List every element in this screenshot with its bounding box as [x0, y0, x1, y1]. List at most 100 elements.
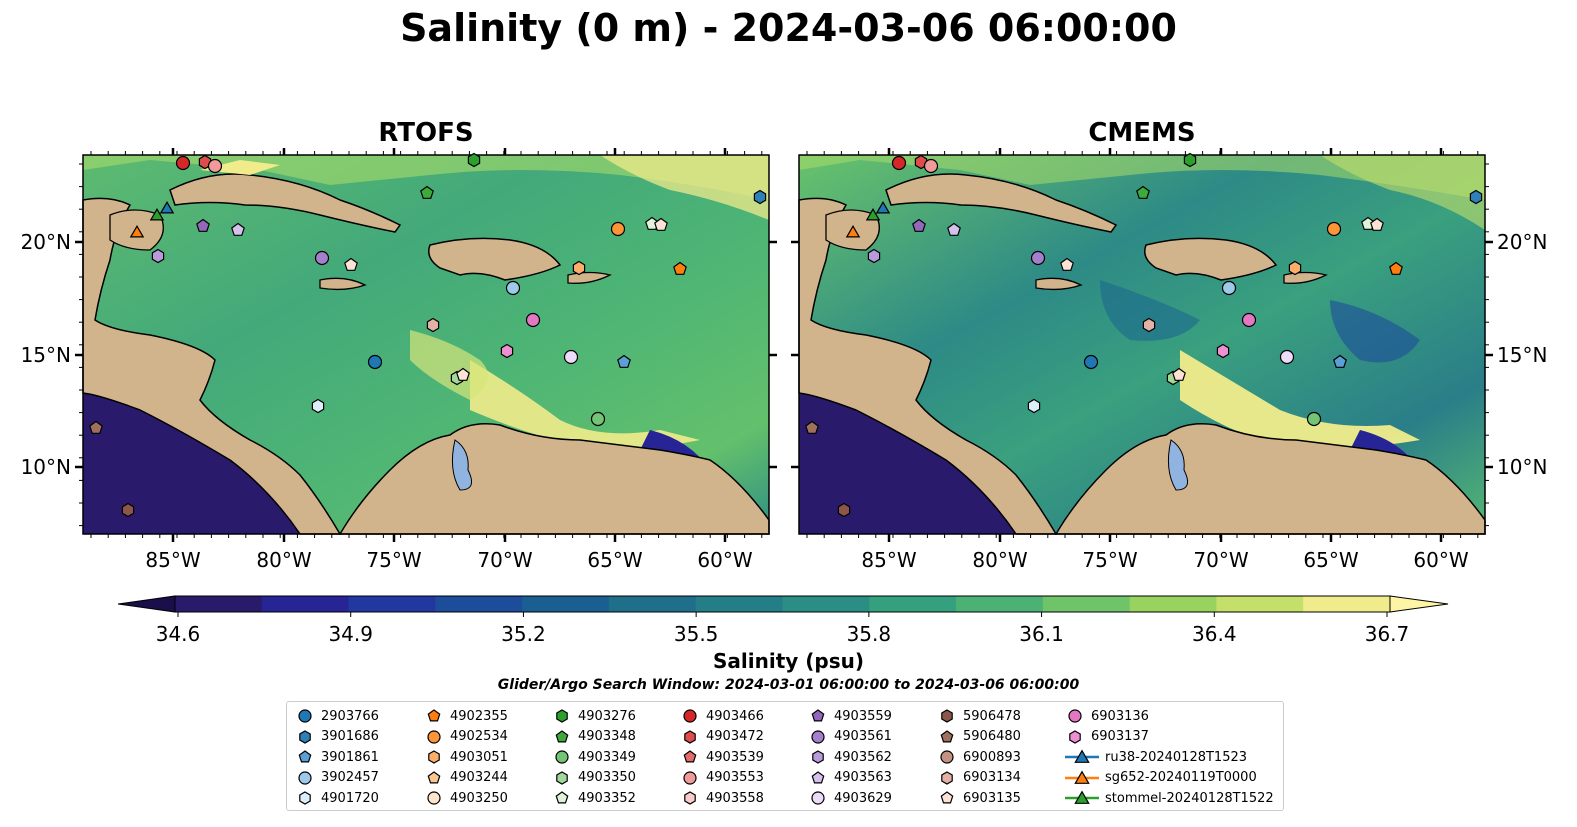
- legend-marker-icon: [555, 791, 569, 804]
- legend-label: sg652-20240119T0000: [1105, 770, 1257, 786]
- legend-marker-icon: [811, 791, 825, 805]
- colorbar-segment: [1129, 596, 1217, 612]
- marker-5906480: [805, 420, 819, 434]
- legend-label: ru38-20240128T1523: [1105, 749, 1248, 765]
- legend-item: 4903244: [424, 768, 508, 789]
- colorbar-tick-label: 34.6: [156, 622, 201, 646]
- legend-item: 6903137: [1065, 727, 1274, 748]
- legend-label: 3901861: [321, 749, 379, 765]
- colorbar-segment: [1303, 596, 1391, 612]
- legend-item: 4901720: [295, 788, 379, 809]
- legend-item: 4903349: [552, 747, 636, 768]
- legend-marker-icon: [940, 791, 954, 804]
- legend-column: 6903136 6903137 ru38-20240128T1523 sg652-20…: [1065, 706, 1274, 809]
- legend-pentagon: [555, 730, 569, 743]
- colorbar: 34.6 34.9 35.2 35.5 35.8 36.1 36.4 36.7: [115, 590, 1455, 650]
- legend-hexagon: [941, 709, 953, 723]
- legend-item: 4903466: [680, 706, 764, 727]
- legend-label: 3902457: [321, 770, 379, 786]
- legend-marker-icon: [1065, 770, 1099, 784]
- legend-item: 4902534: [424, 727, 508, 748]
- marker-6903135: [1172, 367, 1186, 381]
- colorbar-extend-high: [1389, 595, 1449, 613]
- legend-marker-icon: [556, 709, 568, 723]
- legend-label: 4903562: [834, 749, 892, 765]
- marker-4903559: [196, 218, 210, 232]
- legend-label: 4903553: [706, 770, 764, 786]
- legend-label: 4903563: [834, 770, 892, 786]
- legend-label: 4902534: [450, 729, 508, 745]
- marker-4903466: [891, 155, 907, 171]
- legend-pentagon: [811, 771, 825, 784]
- legend-hexagon: [941, 771, 953, 785]
- marker-4903348: [420, 185, 434, 199]
- map-rtofs: [82, 154, 770, 535]
- marker-6903135: [1370, 217, 1384, 231]
- legend-circle: [427, 791, 441, 805]
- marker-6903135: [456, 367, 470, 381]
- legend-hexagon: [684, 730, 696, 744]
- map-panels: 85°W 80°W 75°W 70°W 65°W 60°W 20°N 15°N 10°N 85°W…: [21, 148, 1547, 572]
- lon-tick-label: 85°W: [861, 548, 916, 572]
- marker-6903135: [344, 257, 358, 271]
- legend-circle: [298, 771, 312, 785]
- legend-label: 4903348: [578, 729, 636, 745]
- legend-marker-icon: [298, 750, 312, 763]
- legend-label: 6903135: [963, 790, 1021, 806]
- colorbar-tick-label: 36.4: [1192, 622, 1237, 646]
- colorbar-extend-low: [117, 595, 176, 613]
- lon-tick-label: 60°W: [697, 548, 752, 572]
- marker-4903563: [947, 222, 961, 236]
- marker-6903134: [1142, 317, 1156, 333]
- marker-5906478: [837, 502, 851, 518]
- legend-item: 4903276: [552, 706, 636, 727]
- legend-item: 4903558: [680, 788, 764, 809]
- colorbar-segment: [348, 596, 436, 612]
- legend-marker-icon: [683, 750, 697, 763]
- marker-6903137: [1216, 343, 1230, 359]
- legend-label: 3901686: [321, 729, 379, 745]
- colorbar-segment: [261, 596, 350, 612]
- legend-label: 5906480: [963, 729, 1021, 745]
- legend-circle: [811, 791, 825, 805]
- lon-tick-label: 65°W: [587, 548, 642, 572]
- colorbar-frame: [174, 595, 1391, 613]
- legend-label: 4903561: [834, 729, 892, 745]
- lon-tick-label: 60°W: [1413, 548, 1468, 572]
- legend-circle: [683, 771, 697, 785]
- legend-circle: [298, 709, 312, 723]
- legend-marker-icon: [298, 709, 312, 723]
- legend-marker-icon: [1065, 749, 1099, 764]
- marker-3901861: [1333, 354, 1347, 368]
- legend-pentagon: [427, 771, 441, 784]
- legend-hexagon: [684, 791, 696, 805]
- legend-marker-icon: [941, 771, 953, 785]
- legend-marker-icon: [683, 709, 697, 723]
- legend-label: 6903134: [963, 770, 1021, 786]
- legend-label: 6903136: [1091, 708, 1149, 724]
- legend-label: 4903539: [706, 749, 764, 765]
- legend-hexagon: [299, 791, 311, 805]
- colorbar-label: Salinity (psu): [712, 649, 864, 673]
- legend-item: ru38-20240128T1523: [1065, 747, 1274, 768]
- legend-marker-icon: [811, 730, 825, 744]
- colorbar-tick-label: 36.1: [1019, 622, 1064, 646]
- legend-column: 4903276 4903348 4903349 4903350 4903352: [552, 706, 636, 809]
- panel-title-rtofs: RTOFS: [378, 118, 474, 148]
- legend-pentagon: [940, 730, 954, 743]
- legend-item: 3901861: [295, 747, 379, 768]
- lon-tick-label: 70°W: [1193, 548, 1248, 572]
- legend-item: 4902355: [424, 706, 508, 727]
- legend-marker-icon: [555, 730, 569, 743]
- legend-item: 4903539: [680, 747, 764, 768]
- marker-4903348: [1136, 185, 1150, 199]
- legend-item: 4903563: [808, 768, 892, 789]
- marker-6903134: [426, 317, 440, 333]
- legend-pentagon: [298, 750, 312, 763]
- legend-label: 4903352: [578, 790, 636, 806]
- legend-item: 4903350: [552, 768, 636, 789]
- marker-4903562: [867, 248, 881, 264]
- marker-6903135: [1060, 257, 1074, 271]
- colorbar-segment: [695, 596, 783, 612]
- lon-tick-label: 75°W: [1082, 548, 1137, 572]
